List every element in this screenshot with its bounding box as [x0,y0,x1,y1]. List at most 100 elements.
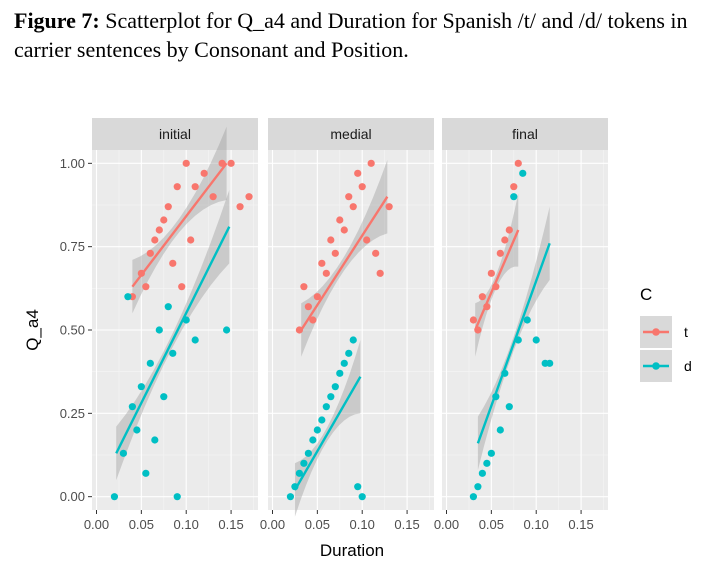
confidence-band-d [116,190,230,481]
data-point-t [505,226,513,234]
data-point-d [119,449,128,457]
data-point-d [354,483,362,491]
data-point-d [295,469,304,477]
data-point-d [286,493,295,501]
data-point-t [376,269,384,277]
data-point-d [309,436,317,444]
data-point-d [469,493,478,501]
data-point-d [300,459,308,467]
data-point-d [483,459,491,467]
data-point-d [128,403,136,411]
data-point-d [510,193,518,201]
x-tick-label: 0.15 [568,517,593,532]
data-point-t [385,203,393,211]
facet-label-final: final [512,126,538,142]
data-point-d [327,393,335,401]
x-tick-label: 0.10 [174,517,199,532]
facet-strip-final [442,118,608,150]
data-point-d [124,293,132,301]
y-tick-label: 1.00 [60,156,85,171]
data-point-t [187,236,195,244]
data-point-t [191,183,199,191]
data-point-t [349,203,357,211]
data-point-d [169,349,177,357]
data-point-d [322,403,330,411]
data-point-d [318,416,326,424]
data-point-d [478,469,486,477]
data-point-d [313,426,321,434]
data-point-t [318,259,326,267]
data-point-d [155,326,163,334]
data-point-t [487,269,495,277]
data-point-t [372,249,380,257]
x-tick-label: 0.15 [394,517,419,532]
data-point-t [245,193,253,201]
legend-label-t: t [684,324,688,340]
data-point-d [519,169,527,177]
x-tick-label: 0.10 [350,517,375,532]
data-point-d [496,426,504,434]
x-tick-label: 0.05 [305,517,330,532]
legend-label-d: d [684,358,692,374]
data-point-d [110,493,119,501]
fit-line-t [474,229,520,331]
data-point-t [358,183,366,191]
data-point-d [523,316,531,324]
data-point-t [327,236,335,244]
data-point-t [363,236,371,244]
data-point-t [151,236,159,244]
data-point-t [200,169,208,177]
data-point-d [137,383,145,391]
data-point-d [474,483,482,491]
data-point-t [300,283,308,291]
facet-label-medial: medial [330,126,371,142]
confidence-band-t [132,126,227,314]
fit-line-t [300,196,389,331]
x-tick-label: 0.05 [129,517,154,532]
x-tick-label: 0.10 [524,517,549,532]
y-tick-label: 0.75 [60,239,85,254]
data-point-d [487,449,495,457]
data-point-d [358,493,366,501]
fit-line-d [293,376,362,491]
data-point-t [209,193,217,201]
figure-label: Figure 7: [14,8,100,33]
data-point-t [478,293,486,301]
data-point-d [173,493,181,501]
data-point-t [182,159,190,167]
legend-key-point-t [652,328,660,336]
x-tick-label: 0.00 [84,517,109,532]
x-tick-label: 0.15 [218,517,243,532]
legend-key-point-d [652,362,660,370]
data-point-t [173,183,181,191]
data-point-t [313,293,321,301]
data-point-d [133,426,141,434]
data-point-t [304,303,312,311]
y-tick-label: 0.00 [60,489,85,504]
data-point-t [354,169,362,177]
confidence-band-d [477,206,550,471]
data-point-d [304,449,312,457]
data-point-t [510,183,518,191]
figure-caption: Figure 7: Scatterplot for Q_a4 and Durat… [14,6,714,64]
data-point-d [331,383,339,391]
data-point-t [160,216,168,224]
facet-label-initial: initial [159,126,191,142]
data-point-d [142,469,150,477]
fit-line-t [131,162,228,288]
facet-strip-initial [92,118,258,150]
data-point-t [178,283,186,291]
data-point-t [155,226,163,234]
x-axis-title: Duration [320,541,384,560]
x-tick-label: 0.05 [479,517,504,532]
data-point-t [146,249,154,257]
data-point-t [331,249,339,257]
data-point-d [546,359,554,367]
data-point-t [142,283,150,291]
fit-line-d [115,226,231,454]
data-point-t [169,259,177,267]
data-point-d [160,393,168,401]
data-point-d [222,326,231,334]
data-point-d [151,436,159,444]
